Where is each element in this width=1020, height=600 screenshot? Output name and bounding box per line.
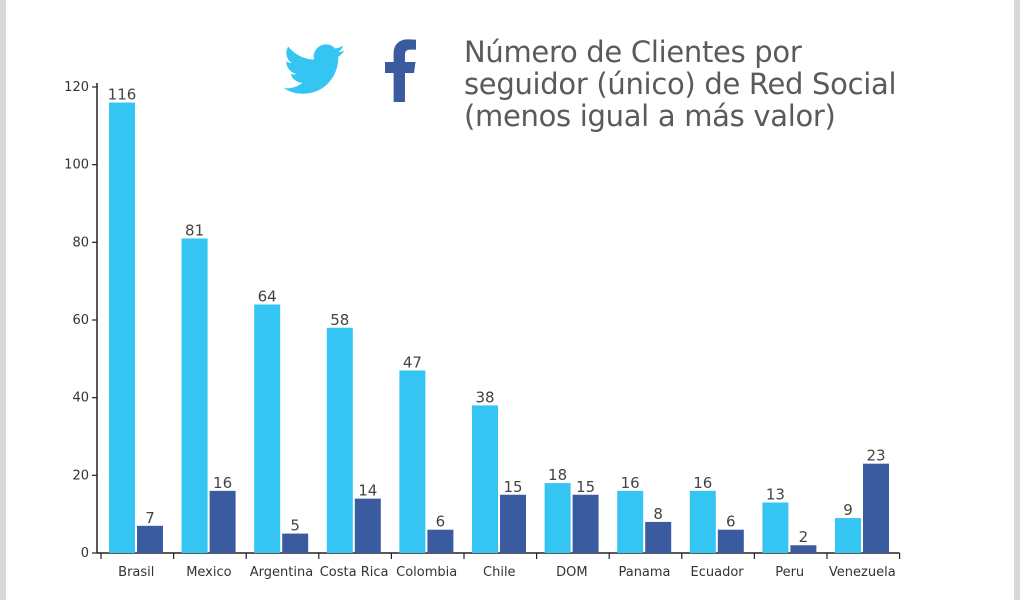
bar-twitter [109,102,135,554]
bar-twitter [254,304,281,553]
bar-facebook [790,545,817,553]
bar-twitter [544,483,571,553]
chart-title-line: Número de Clientes por [464,35,802,69]
x-category-label: DOM [556,565,587,580]
twitter-icon [284,44,345,94]
bar-twitter [472,405,498,553]
bar-twitter [689,490,716,553]
bar-facebook [863,463,889,553]
bar-value-label: 16 [213,474,232,492]
x-category-label: Venezuela [829,565,896,580]
bar-facebook [354,498,381,553]
bar-value-label: 6 [726,513,736,531]
bar-twitter [326,327,353,553]
bar-value-label: 2 [799,528,809,546]
bar-twitter [617,490,644,553]
bar-twitter [399,370,426,553]
bar-value-label: 58 [330,311,349,329]
bar-twitter [835,518,861,553]
x-category-label: Brasil [118,565,154,580]
bar-value-label: 9 [843,501,853,519]
bar-twitter [181,238,208,553]
y-tick-label: 0 [81,546,89,561]
y-tick-label: 100 [64,158,89,173]
bar-facebook [209,490,236,553]
bar-value-label: 16 [621,474,640,492]
chart-title-line: seguidor (único) de Red Social [464,67,897,101]
chart-bars [109,102,889,554]
bar-facebook [282,533,309,553]
x-category-label: Argentina [250,565,313,580]
x-category-label: Peru [775,565,804,580]
bar-value-label: 15 [503,478,522,496]
facebook-icon [385,39,416,102]
y-tick-label: 80 [72,235,89,250]
x-category-label: Chile [483,565,516,580]
bar-value-label: 14 [358,482,377,500]
bar-facebook [427,529,454,553]
chart-labels: 0 20 40 60 80 100 120 116 7 Brasil 81 16 Mexico 64 5 Ar… [64,80,896,580]
x-category-label: Ecuador [691,565,745,580]
bar-value-label: 16 [693,474,712,492]
bar-value-label: 7 [145,509,155,527]
bar-facebook [717,529,744,553]
bar-facebook [137,525,163,553]
bar-value-label: 5 [290,517,300,535]
bar-value-label: 8 [653,505,663,523]
y-tick-label: 40 [72,391,89,406]
bar-facebook [645,521,672,553]
bar-value-label: 15 [576,478,595,496]
x-category-label: Panama [618,565,670,580]
chart-title-line: (menos igual a más valor) [464,99,836,133]
chart-title: Número de Clientes por seguidor (único) … [464,36,934,132]
bar-value-label: 47 [403,353,422,371]
bar-value-label: 23 [866,447,885,465]
bar-value-label: 64 [258,287,277,305]
bar-facebook [572,494,599,553]
bar-twitter [762,502,789,553]
bar-value-label: 116 [108,86,137,104]
bar-value-label: 6 [436,513,446,531]
x-category-label: Costa Rica [320,565,389,580]
bar-value-label: 18 [548,466,567,484]
bar-value-label: 81 [185,221,204,239]
bar-facebook [500,494,526,553]
bar-value-label: 38 [475,388,494,406]
y-tick-label: 20 [72,468,89,483]
x-category-label: Mexico [186,565,231,580]
bar-value-label: 13 [766,486,785,504]
x-category-label: Colombia [396,565,457,580]
y-tick-label: 60 [72,313,89,328]
y-tick-label: 120 [64,80,89,95]
